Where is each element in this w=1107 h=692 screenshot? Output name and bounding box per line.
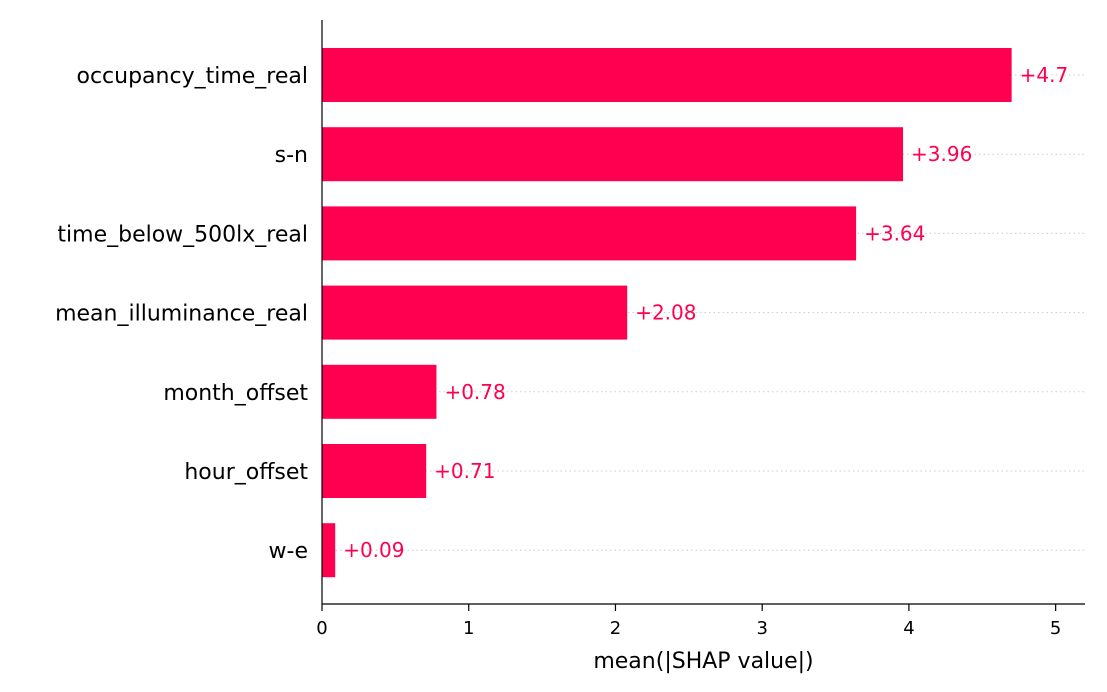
x-tick-label: 1 <box>463 618 474 639</box>
bar <box>322 285 628 340</box>
bar <box>322 206 857 261</box>
x-tick-label: 3 <box>756 618 767 639</box>
bar-value-label: +3.96 <box>911 142 972 166</box>
bar-value-label: +4.7 <box>1020 63 1069 87</box>
bars <box>322 48 1012 578</box>
category-label: month_offset <box>163 381 308 406</box>
x-axis-title: mean(|SHAP value|) <box>593 649 813 674</box>
category-labels: occupancy_time_real s-n time_below_500lx_r… <box>55 64 308 564</box>
category-label: w-e <box>269 539 308 564</box>
value-labels: +4.7 +3.96 +3.64 +2.08 +0.78 +0.71 +0.09 <box>343 63 1068 562</box>
bar <box>322 48 1012 102</box>
category-label: occupancy_time_real <box>77 64 309 89</box>
bar-value-label: +2.08 <box>635 301 696 325</box>
category-label: s-n <box>275 143 308 168</box>
x-tick-label: 5 <box>1050 618 1061 639</box>
x-tick-label: 4 <box>903 618 914 639</box>
bar <box>322 127 904 182</box>
category-label: mean_illuminance_real <box>55 302 308 327</box>
x-tick-label: 0 <box>316 618 327 639</box>
category-label: hour_offset <box>184 460 308 485</box>
x-ticks: 0 1 2 3 4 5 <box>316 604 1061 639</box>
bar <box>322 364 437 419</box>
bar-value-label: +0.78 <box>444 380 505 404</box>
bar-value-label: +3.64 <box>864 221 925 245</box>
category-label: time_below_500lx_real <box>57 222 308 247</box>
bar-value-label: +0.71 <box>434 459 495 483</box>
bar <box>322 523 336 578</box>
bar-value-label: +0.09 <box>343 538 404 562</box>
x-tick-label: 2 <box>610 618 621 639</box>
bar <box>322 444 427 498</box>
